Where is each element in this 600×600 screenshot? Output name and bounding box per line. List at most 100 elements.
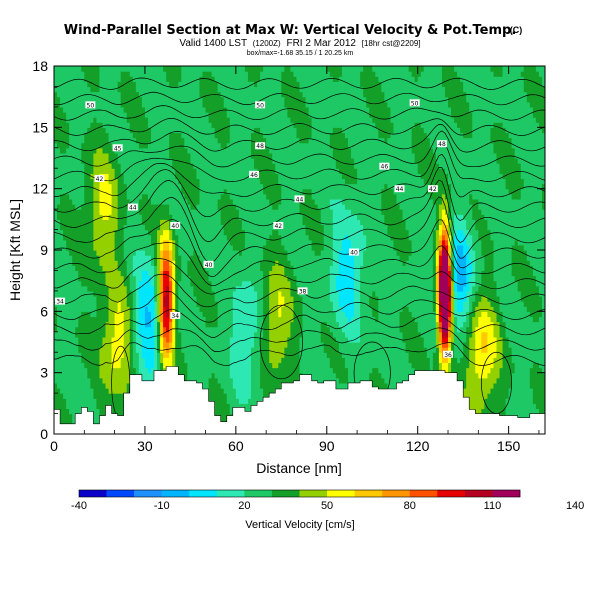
w-cell xyxy=(120,331,125,338)
w-cell xyxy=(93,413,98,420)
w-cell xyxy=(84,142,88,149)
w-cell xyxy=(169,188,173,195)
w-cell xyxy=(254,209,258,215)
w-cell xyxy=(154,178,158,185)
w-cell xyxy=(60,86,64,93)
w-cell xyxy=(150,326,155,333)
w-cell xyxy=(166,265,170,272)
w-cell xyxy=(217,255,222,261)
w-cell xyxy=(132,270,137,277)
w-cell xyxy=(54,255,58,261)
w-cell xyxy=(150,229,155,236)
w-cell xyxy=(120,275,125,282)
w-cell xyxy=(78,183,82,190)
w-cell xyxy=(78,331,82,338)
w-cell xyxy=(251,372,255,379)
w-cell xyxy=(138,342,143,348)
w-cell xyxy=(117,265,122,272)
w-cell xyxy=(129,132,134,139)
w-cell xyxy=(117,188,122,195)
w-cell xyxy=(147,158,152,164)
w-cell xyxy=(214,198,219,205)
w-cell xyxy=(111,152,116,159)
w-cell xyxy=(54,132,58,139)
w-cell xyxy=(169,362,173,369)
w-cell xyxy=(199,244,204,251)
w-cell xyxy=(141,239,146,246)
w-cell xyxy=(150,127,155,134)
w-cell xyxy=(81,331,85,338)
w-cell xyxy=(260,342,264,348)
w-cell xyxy=(202,101,207,108)
w-cell xyxy=(96,101,101,108)
w-cell xyxy=(90,127,94,134)
w-cell xyxy=(144,331,149,338)
w-cell xyxy=(172,255,176,261)
w-cell xyxy=(90,372,94,379)
w-cell xyxy=(78,198,82,205)
w-cell xyxy=(72,229,76,236)
w-cell xyxy=(132,342,137,348)
w-cell xyxy=(202,290,207,297)
w-cell xyxy=(57,285,61,292)
w-cell xyxy=(190,280,195,287)
w-cell xyxy=(81,362,85,369)
w-cell xyxy=(254,388,258,394)
w-cell xyxy=(84,265,88,272)
w-cell xyxy=(66,127,70,134)
w-cell xyxy=(211,147,216,154)
w-cell xyxy=(181,306,185,312)
w-cell xyxy=(226,142,231,149)
w-cell xyxy=(129,173,134,180)
w-cell xyxy=(193,117,198,123)
w-cell xyxy=(163,76,167,82)
w-cell xyxy=(214,270,219,277)
w-cell xyxy=(257,193,261,200)
w-cell xyxy=(184,336,188,343)
w-cell xyxy=(172,296,176,302)
w-cell xyxy=(114,86,119,93)
w-cell xyxy=(135,152,140,159)
w-cell xyxy=(157,127,161,134)
w-cell xyxy=(260,331,264,338)
w-cell xyxy=(226,122,231,128)
w-cell xyxy=(235,71,240,77)
w-cell xyxy=(254,229,258,236)
w-cell xyxy=(111,71,116,77)
w-cell xyxy=(69,168,73,174)
w-cell xyxy=(235,275,240,282)
w-cell xyxy=(235,255,240,261)
w-cell xyxy=(144,265,149,272)
w-cell xyxy=(211,388,216,394)
w-cell xyxy=(247,112,252,118)
w-cell xyxy=(144,336,149,343)
w-cell xyxy=(54,163,58,169)
w-cell xyxy=(123,352,128,358)
w-cell xyxy=(102,224,107,231)
w-cell xyxy=(99,132,104,139)
w-cell xyxy=(120,86,125,93)
w-cell xyxy=(75,306,79,312)
w-cell xyxy=(254,122,258,128)
w-cell xyxy=(238,81,243,88)
w-cell xyxy=(208,362,213,369)
w-cell xyxy=(66,367,70,374)
w-cell xyxy=(211,209,216,215)
w-cell xyxy=(254,331,258,338)
w-cell xyxy=(99,183,104,190)
w-cell xyxy=(63,219,67,226)
w-cell xyxy=(247,86,252,93)
w-cell xyxy=(78,101,82,108)
w-cell xyxy=(184,270,188,277)
w-cell xyxy=(193,357,198,364)
w-cell xyxy=(172,239,176,246)
w-cell xyxy=(105,209,110,215)
w-cell xyxy=(238,219,243,226)
w-cell xyxy=(251,183,255,190)
w-cell xyxy=(196,321,201,328)
w-cell xyxy=(196,306,201,312)
w-cell xyxy=(196,209,201,215)
w-cell xyxy=(126,280,131,287)
w-cell xyxy=(141,132,146,139)
w-cell xyxy=(193,198,198,205)
